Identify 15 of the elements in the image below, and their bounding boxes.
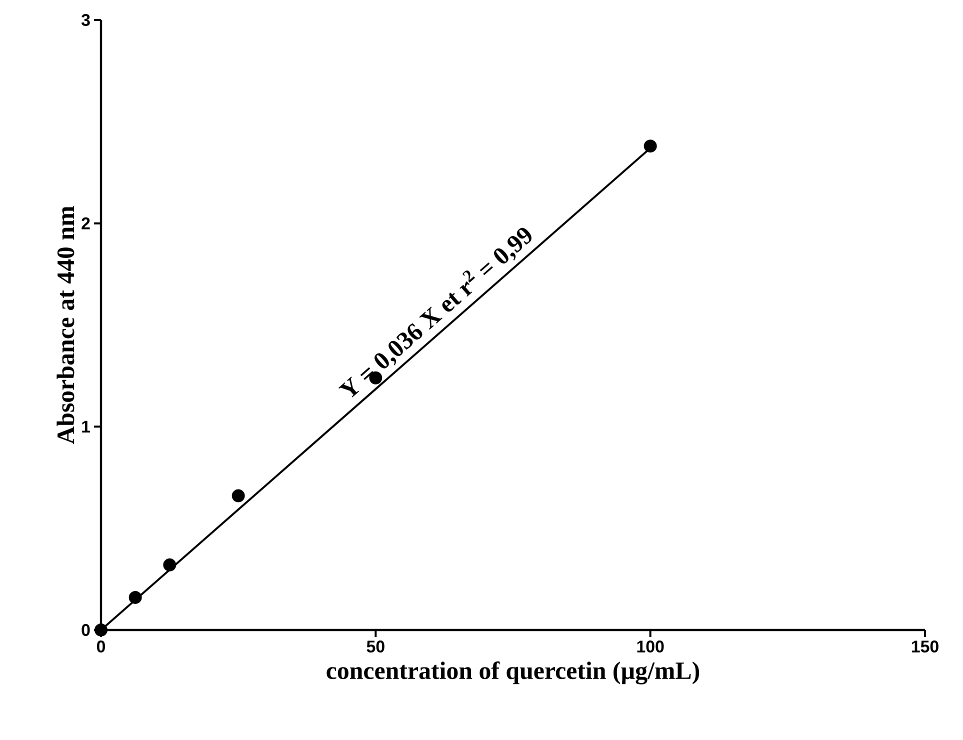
x-tick-label: 50	[366, 640, 384, 653]
y-tick-label: 3	[81, 14, 90, 26]
x-tick-label: 150	[912, 640, 938, 653]
x-tick-label: 0	[96, 640, 106, 653]
y-tick-label: 1	[82, 420, 90, 432]
point	[232, 489, 245, 502]
point	[128, 590, 142, 604]
y-tick-label: 2	[82, 217, 90, 230]
y-tick-label: 0	[82, 624, 90, 636]
point	[94, 624, 108, 636]
x-tick-label: 100	[637, 640, 664, 653]
point	[163, 558, 176, 572]
x-axis-title: concentration of quercetin (µg/mL)	[326, 661, 700, 684]
y-axis-title: Absorbance at 440 nm	[56, 206, 74, 444]
point	[644, 140, 657, 153]
